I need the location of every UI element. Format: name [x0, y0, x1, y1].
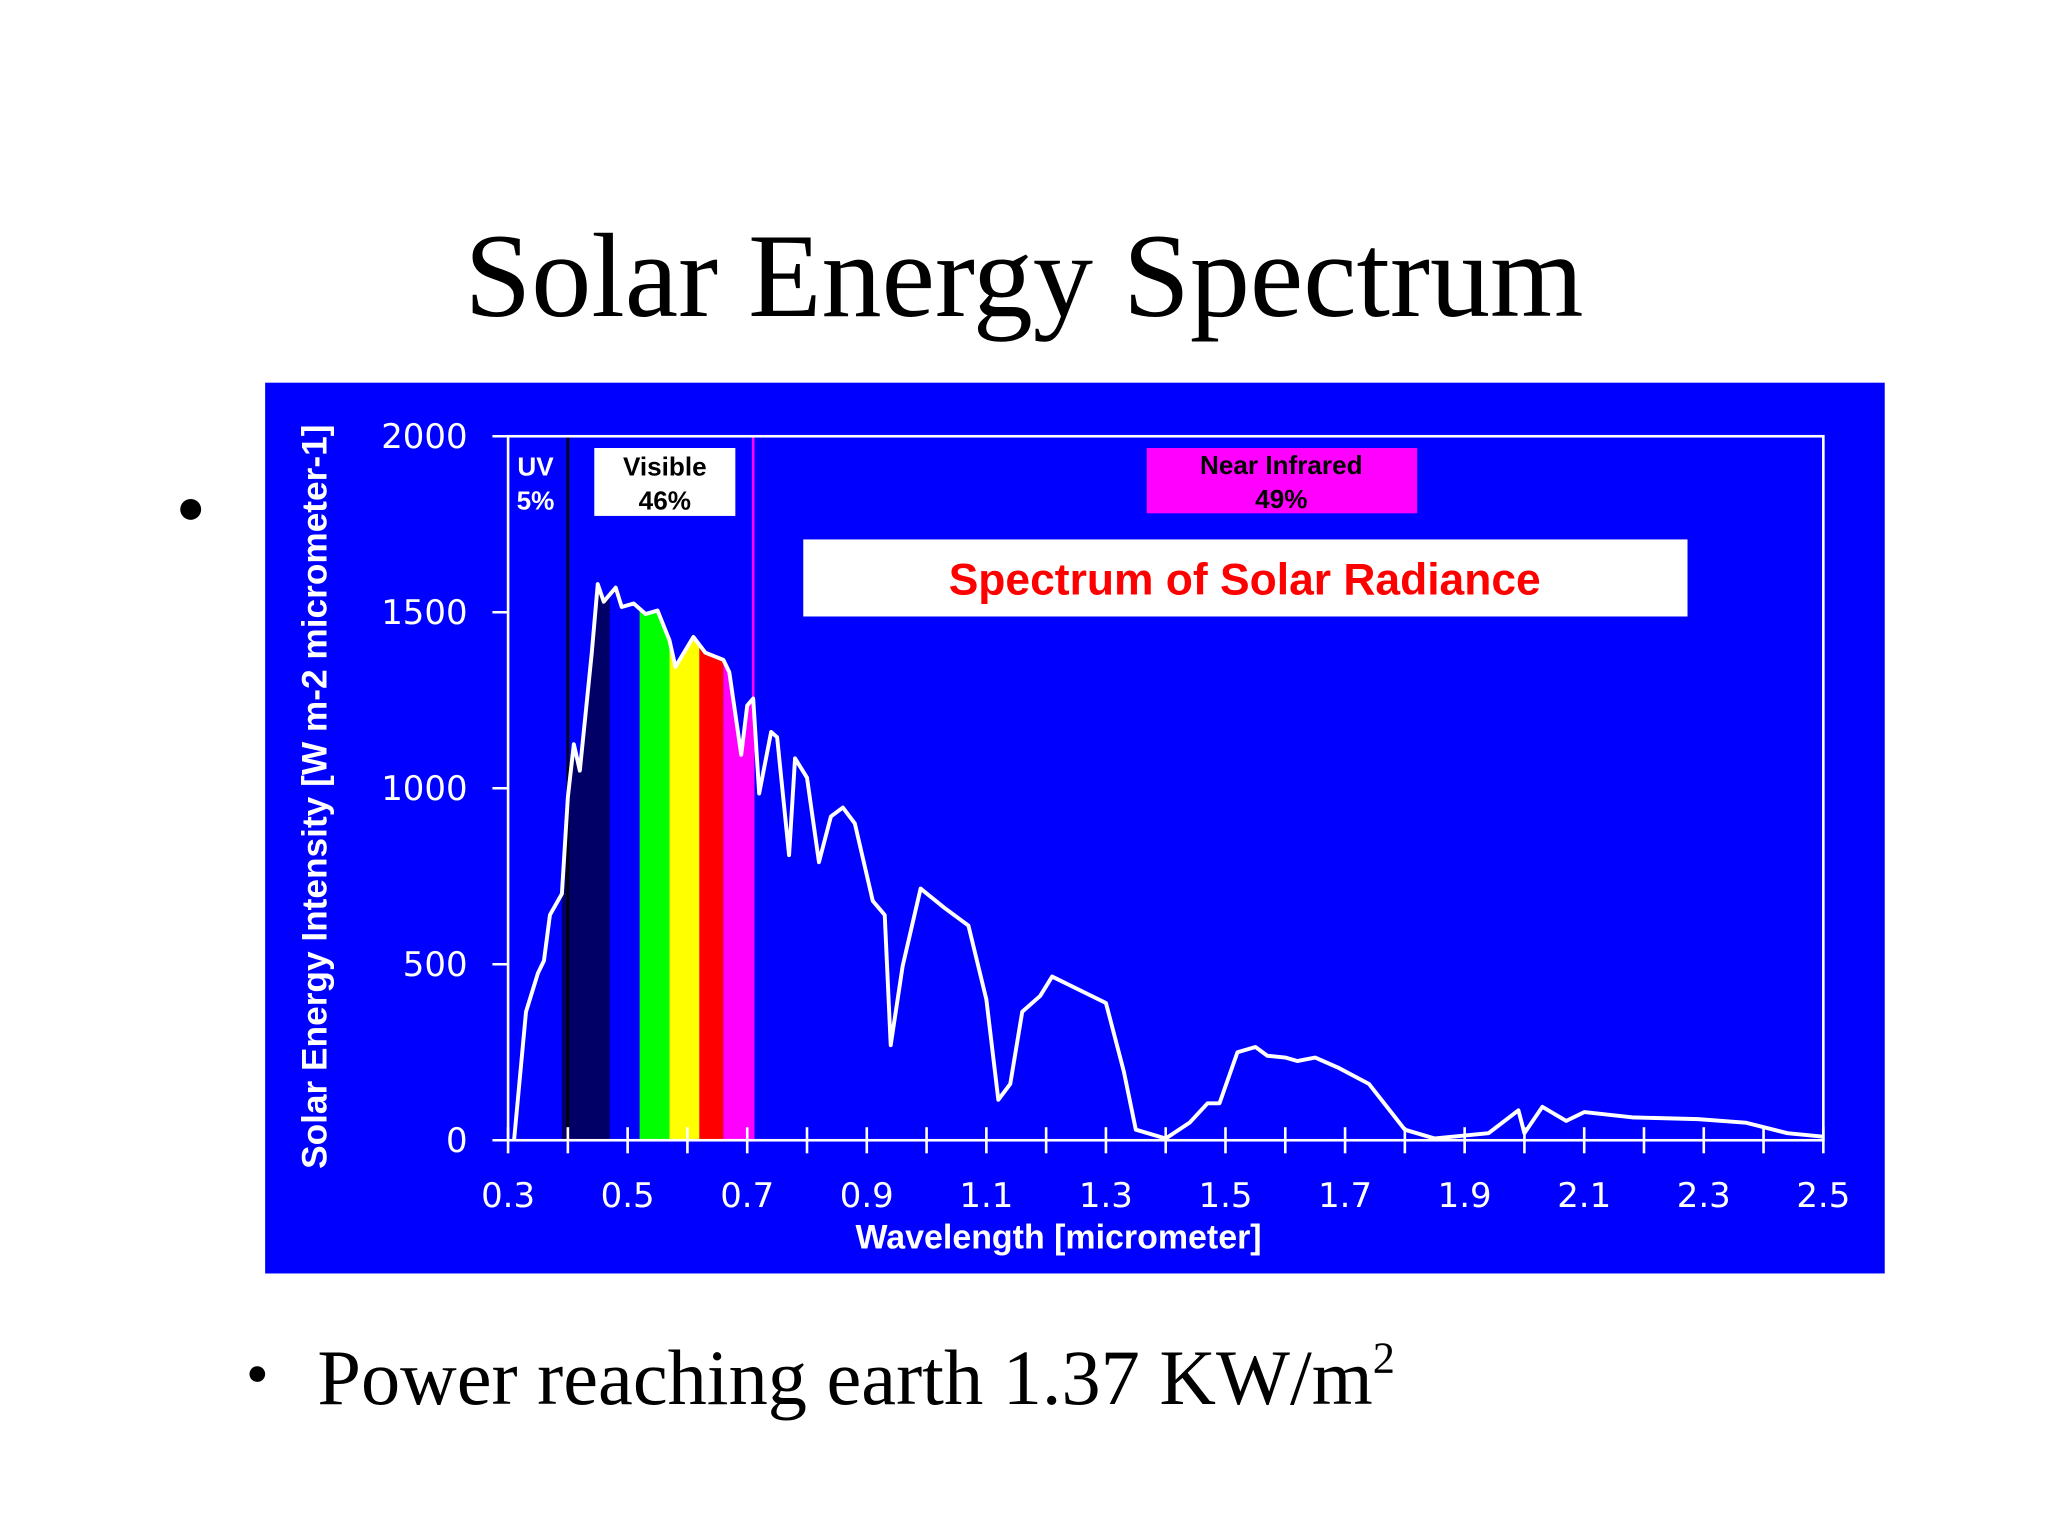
chart-title: Spectrum of Solar Radiance [949, 555, 1541, 604]
chart-background [265, 382, 1885, 1274]
region-box [594, 448, 736, 516]
y-tick-label: 500 [403, 945, 468, 985]
plot: 0 500 1000 1500 2000 0.3 0.5 0.7 0.9 1.1 1.3 1.5 1.7… [381, 417, 1850, 1216]
y-tick-label: 1000 [381, 769, 467, 809]
x-tick-label: 0.3 [481, 1176, 535, 1216]
region-share: 49% [1255, 484, 1307, 514]
region-share: 5% [517, 485, 555, 515]
x-tick-label: 0.7 [720, 1176, 774, 1216]
bullet-superscript: 2 [1373, 1333, 1395, 1383]
y-tick-label: 2000 [381, 417, 467, 457]
bullet-text: Power reaching earth 1.37 KW/m2 [317, 1333, 1395, 1421]
y-axis-label: Solar Energy Intensity [W m-2 micrometer… [296, 425, 335, 1169]
x-tick-label: 1.1 [959, 1176, 1013, 1216]
region-name: Visible [623, 451, 707, 481]
x-tick-label: 1.7 [1318, 1176, 1372, 1216]
spectrum-band [669, 584, 700, 1141]
x-tick-label: 1.5 [1199, 1176, 1253, 1216]
x-tick-label: 1.9 [1438, 1176, 1492, 1216]
slide-title: Solar Energy Spectrum [464, 209, 1583, 342]
x-tick-label: 2.5 [1796, 1176, 1850, 1216]
region-name: UV [517, 451, 554, 481]
bullet-main: Power reaching earth 1.37 KW/m [317, 1334, 1372, 1421]
x-tick-label: 0.9 [840, 1176, 894, 1216]
x-tick-label: 2.3 [1677, 1176, 1731, 1216]
region-share: 46% [639, 485, 691, 515]
title-box [803, 539, 1688, 617]
x-tick-label: 1.3 [1079, 1176, 1133, 1216]
bullet-dot [180, 498, 202, 520]
region-box [1146, 448, 1418, 514]
spectrum-band [639, 584, 670, 1141]
x-tick-label: 0.5 [601, 1176, 655, 1216]
x-axis-label: Wavelength [micrometer] [856, 1219, 1262, 1257]
spectrum-band [699, 584, 724, 1141]
spectrum-line [512, 582, 1824, 1141]
y-tick-label: 0 [446, 1121, 468, 1161]
region-name: Near Infrared [1200, 450, 1363, 480]
annotations: UV 5% Visible 46% Near Infrared 49% Spec… [517, 448, 1688, 617]
y-tick-label: 1500 [381, 593, 467, 633]
bullet-dot [249, 1366, 266, 1382]
x-tick-label: 2.1 [1557, 1176, 1611, 1216]
